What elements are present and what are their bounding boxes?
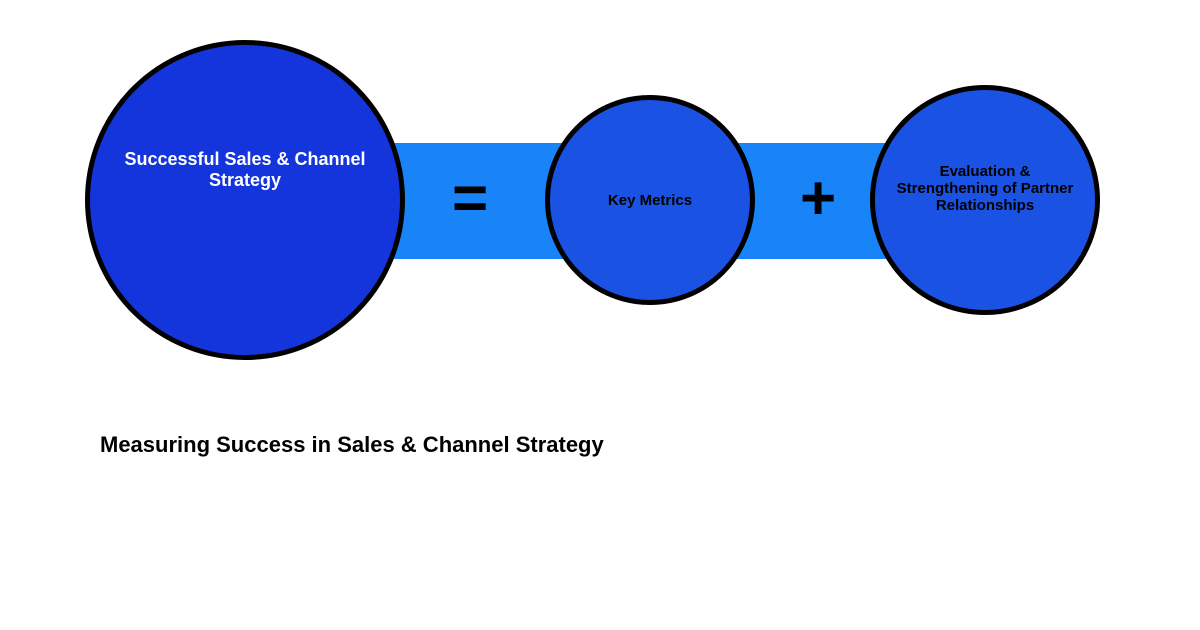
- circle-partners-label: Evaluation & Strengthening of Partner Re…: [893, 163, 1077, 214]
- diagram-canvas: Successful Sales & Channel Strategy Key …: [0, 0, 1200, 630]
- plus-operator: +: [800, 168, 836, 230]
- circle-metrics-label: Key Metrics: [608, 192, 692, 209]
- circle-metrics: Key Metrics: [545, 95, 755, 305]
- circle-result: Successful Sales & Channel Strategy: [85, 40, 405, 360]
- diagram-caption: Measuring Success in Sales & Channel Str…: [100, 432, 604, 458]
- circle-result-label: Successful Sales & Channel Strategy: [108, 149, 382, 191]
- equals-operator: =: [452, 168, 488, 230]
- circle-partners: Evaluation & Strengthening of Partner Re…: [870, 85, 1100, 315]
